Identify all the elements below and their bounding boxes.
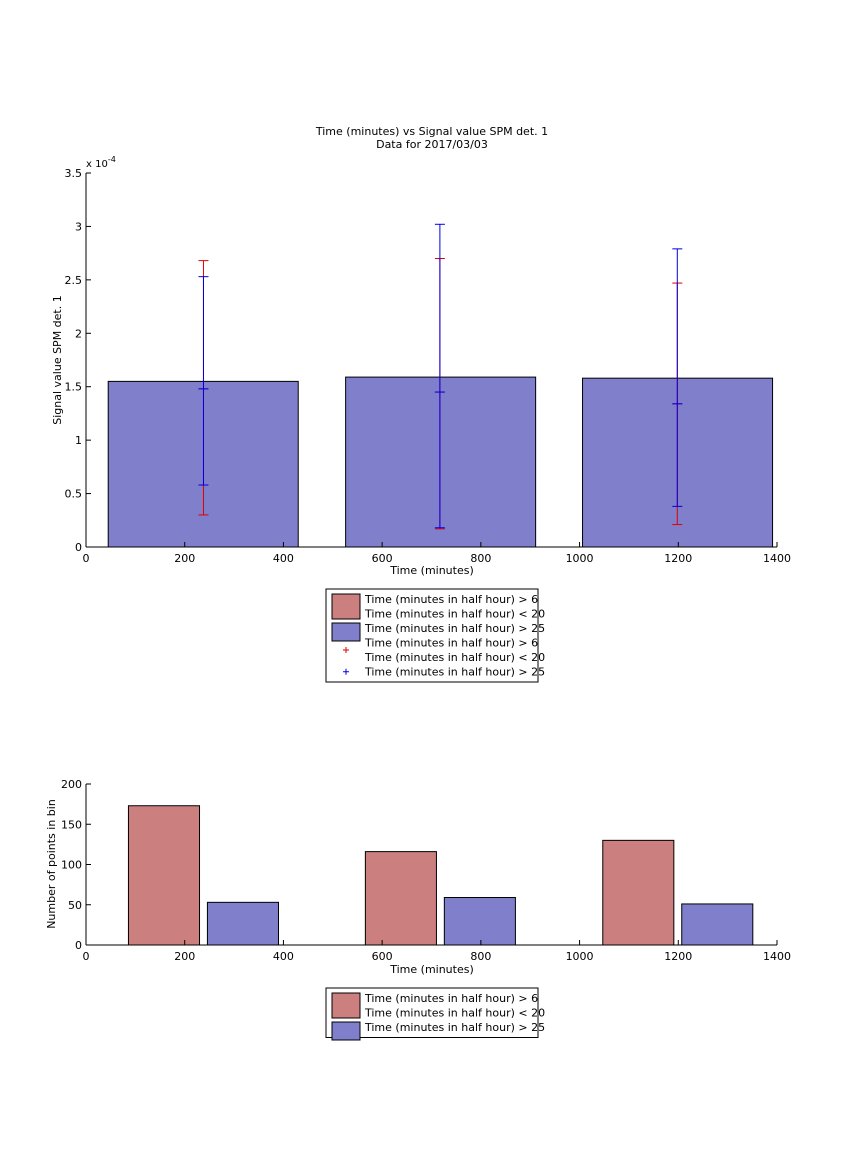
bottom-x-tick-label: 400 bbox=[273, 950, 294, 963]
top-x-tick-label: 200 bbox=[174, 552, 195, 565]
top-x-tick-label: 1000 bbox=[566, 552, 594, 565]
bottom-x-tick-label: 1400 bbox=[763, 950, 791, 963]
bottom-y-tick-label: 100 bbox=[61, 859, 82, 872]
bottom-x-tick-label: 600 bbox=[372, 950, 393, 963]
bottom-x-tick-label: 800 bbox=[470, 950, 491, 963]
bottom-legend-box bbox=[325, 987, 539, 1038]
top-chart-xlabel: Time (minutes) bbox=[389, 564, 474, 577]
bottom-y-tick-label: 200 bbox=[61, 778, 82, 791]
bottom-y-tick-label: 50 bbox=[68, 899, 82, 912]
top-legend-label: Time (minutes in half hour) > 6 bbox=[364, 637, 538, 650]
top-x-tick-label: 0 bbox=[83, 552, 90, 565]
bottom-y-tick-label: 150 bbox=[61, 818, 82, 831]
top-chart-y-exponent-base: x 10 bbox=[86, 159, 108, 170]
bottom-bar-blue bbox=[443, 897, 516, 946]
top-legend-swatch-red bbox=[331, 593, 361, 620]
bottom-legend-label: Time (minutes in half hour) < 20 bbox=[364, 1007, 545, 1020]
top-chart-plot: 0 200 400 600 800 1000 1200 1400 0 0.5 1 1.5 2 2.5 3 3.… bbox=[65, 167, 792, 565]
bottom-chart-plot: 0 200 400 600 800 1000 1200 1400 0 50 100 150 200 bbox=[61, 778, 791, 963]
bottom-x-tick-label: 1200 bbox=[664, 950, 692, 963]
top-y-tick-label: 2.5 bbox=[65, 274, 83, 287]
top-legend-label: Time (minutes in half hour) > 6 bbox=[364, 593, 538, 606]
bottom-bar-red bbox=[127, 805, 201, 946]
bottom-legend-label: Time (minutes in half hour) > 25 bbox=[364, 1021, 545, 1034]
bottom-bar-blue bbox=[206, 901, 279, 946]
top-chart-y-exponent-power: -4 bbox=[108, 155, 116, 164]
top-legend-label: Time (minutes in half hour) > 25 bbox=[364, 622, 545, 635]
top-chart-title: Time (minutes) vs Signal value SPM det. … bbox=[315, 125, 548, 138]
top-x-tick-label: 400 bbox=[273, 552, 294, 565]
top-legend-swatch-blue bbox=[331, 622, 361, 642]
top-x-tick-label: 600 bbox=[372, 552, 393, 565]
bottom-x-tick-label: 200 bbox=[174, 950, 195, 963]
top-chart-ylabel: Signal value SPM det. 1 bbox=[51, 295, 64, 425]
top-y-tick-label: 0.5 bbox=[65, 488, 83, 501]
top-y-tick-label: 3.5 bbox=[65, 167, 83, 180]
bottom-x-tick-label: 1000 bbox=[566, 950, 594, 963]
top-y-tick-label: 2 bbox=[75, 327, 82, 340]
top-bar bbox=[345, 376, 537, 548]
top-y-tick-label: 0 bbox=[75, 541, 82, 554]
top-y-tick-label: 1 bbox=[75, 434, 82, 447]
top-legend-label: Time (minutes in half hour) < 20 bbox=[364, 651, 545, 664]
top-chart-subtitle: Data for 2017/03/03 bbox=[376, 138, 488, 151]
bottom-chart-ylabel: Number of points in bin bbox=[45, 799, 58, 929]
bottom-bar-red bbox=[364, 851, 437, 946]
top-y-tick-label: 3 bbox=[75, 220, 82, 233]
top-chart-y-exponent: x 10-4 bbox=[86, 155, 116, 170]
top-x-tick-label: 1200 bbox=[664, 552, 692, 565]
bottom-legend-swatch-blue bbox=[331, 1021, 361, 1041]
bottom-chart-legend: Time (minutes in half hour) > 6 Time (min… bbox=[325, 987, 545, 1041]
top-legend-label: Time (minutes in half hour) > 25 bbox=[364, 666, 545, 679]
bottom-bar-blue bbox=[681, 903, 754, 946]
bottom-legend-swatch-red bbox=[331, 992, 361, 1019]
bottom-y-tick-label: 0 bbox=[75, 939, 82, 952]
bottom-bar-red bbox=[602, 839, 675, 946]
bottom-x-tick-label: 0 bbox=[83, 950, 90, 963]
top-legend-label: Time (minutes in half hour) < 20 bbox=[364, 608, 545, 621]
top-legend-box bbox=[325, 588, 539, 683]
top-x-tick-label: 800 bbox=[470, 552, 491, 565]
bottom-chart-xlabel: Time (minutes) bbox=[389, 963, 474, 976]
top-y-tick-label: 1.5 bbox=[65, 381, 83, 394]
top-x-tick-label: 1400 bbox=[763, 552, 791, 565]
bottom-legend-label: Time (minutes in half hour) > 6 bbox=[364, 992, 538, 1005]
